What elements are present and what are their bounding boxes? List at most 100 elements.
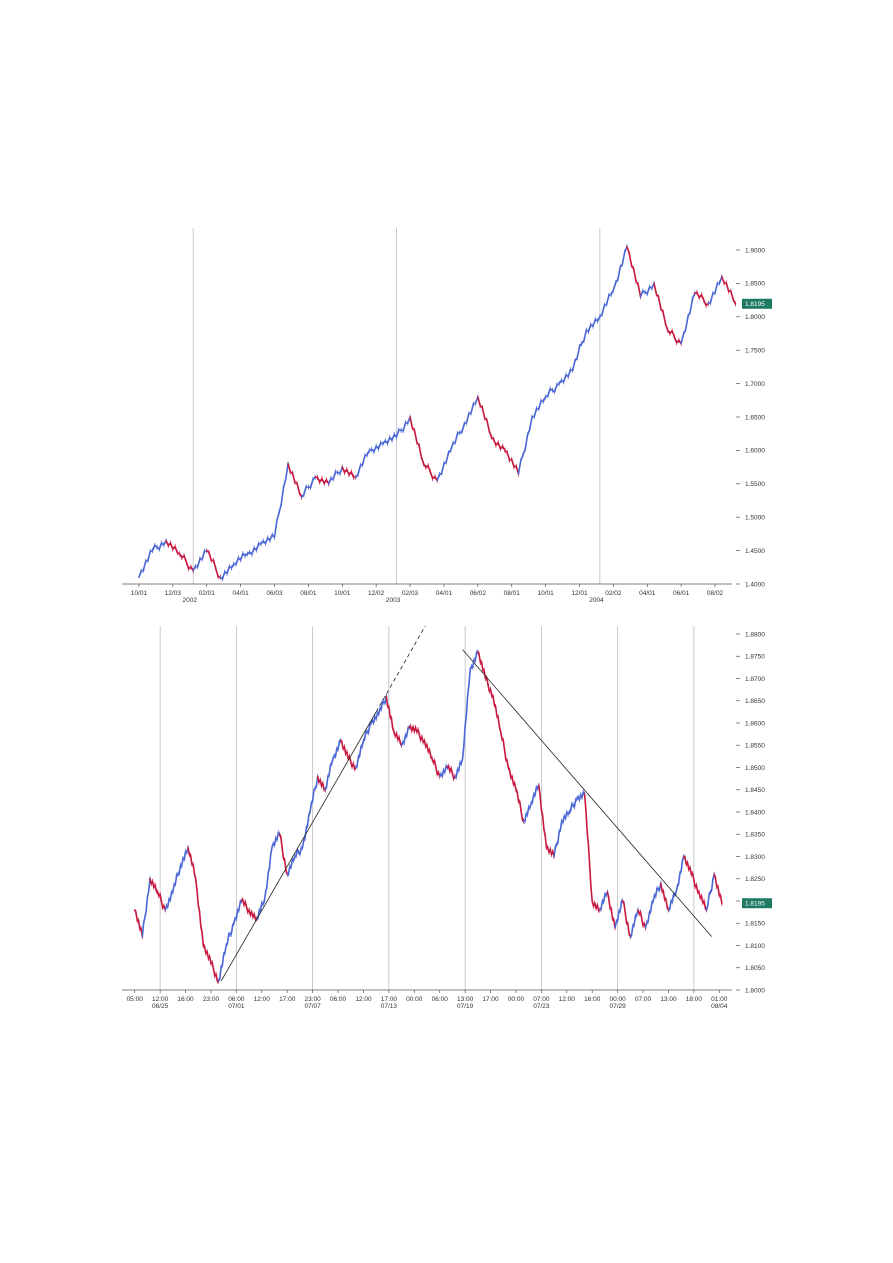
x-tick-label: 16:00 [177,996,194,1003]
x-tick-label: 01:00 [711,996,728,1003]
y-tick-label: 1.4000 [745,581,765,588]
x-tick-label: 06:00 [228,996,245,1003]
x-tick-label: 13:00 [457,996,474,1003]
y-tick-label: 1.4500 [745,548,765,555]
x-tick-label: 07:00 [533,996,550,1003]
y-tick-label: 1.8100 [745,943,765,950]
last-price-badge [742,898,772,909]
x-sublabel: 07/29 [609,1003,626,1010]
x-tick-label: 07:00 [635,996,652,1003]
x-tick-label: 17:00 [279,996,296,1003]
y-tick-label: 1.7000 [745,381,765,388]
y-tick-label: 1.8350 [745,832,765,839]
x-sublabel: 2003 [386,597,401,604]
x-sublabel: 07/01 [228,1003,245,1010]
x-tick-label: 08/01 [300,590,317,597]
x-sublabel: 07/13 [381,1003,398,1010]
y-tick-label: 1.8000 [745,987,765,994]
x-tick-label: 18:00 [686,996,703,1003]
price-segment [587,843,591,867]
x-tick-label: 06/02 [470,590,487,597]
x-tick-label: 12:00 [559,996,576,1003]
x-tick-label: 23:00 [304,996,321,1003]
x-tick-label: 00:00 [406,996,423,1003]
x-tick-label: 02/02 [605,590,622,597]
y-tick-label: 1.8750 [745,654,765,661]
x-sublabel: 2004 [589,597,604,604]
trendline [462,649,712,937]
x-tick-label: 08/02 [707,590,724,597]
x-tick-label: 08/01 [504,590,521,597]
x-tick-label: 12/03 [165,590,182,597]
x-tick-label: 06:00 [432,996,449,1003]
x-tick-label: 17:00 [482,996,499,1003]
x-tick-label: 12/01 [571,590,588,597]
y-tick-label: 1.8400 [745,809,765,816]
price-segment [583,793,587,811]
x-tick-label: 23:00 [203,996,220,1003]
x-sublabel: 06/25 [152,1003,169,1010]
x-tick-label: 04/01 [232,590,249,597]
x-tick-label: 06/03 [266,590,283,597]
x-tick-label: 12/02 [368,590,385,597]
trendline [220,711,377,982]
y-tick-label: 1.7500 [745,348,765,355]
y-tick-label: 1.8000 [745,314,765,321]
x-tick-label: 10/01 [537,590,554,597]
last-price-label: 1.8195 [745,901,765,908]
bottom-chart-panel: 1.80001.80501.81001.81501.82001.82501.83… [118,626,778,1014]
x-tick-label: 05:00 [127,996,144,1003]
y-tick-label: 1.6000 [745,448,765,455]
price-segment [463,725,466,747]
top-chart-panel: 1.4000 1.4500 1.5000 1.5500 1.6000 1.6500 1.70… [118,228,778,610]
price-segment [588,864,592,888]
y-tick-label: 1.8650 [745,698,765,705]
x-sublabel: 2002 [183,597,198,604]
y-tick-label: 1.6500 [745,414,765,421]
last-price-label: 1.8195 [745,301,765,308]
x-tick-label: 04/01 [639,590,656,597]
y-tick-label: 1.8300 [745,854,765,861]
x-sublabel: 08/04 [711,1003,728,1010]
y-tick-label: 1.5000 [745,515,765,522]
y-tick-label: 1.8600 [745,720,765,727]
price-series [138,244,737,582]
y-tick-label: 1.8250 [745,876,765,883]
y-tick-label: 1.8150 [745,921,765,928]
x-tick-label: 12:00 [355,996,372,1003]
x-sublabel: 07/19 [457,1003,474,1010]
x-tick-label: 00:00 [609,996,626,1003]
last-price-badge [742,298,772,309]
x-tick-label: 12:00 [254,996,271,1003]
y-tick-label: 1.9000 [745,247,765,254]
trendline-dashed [375,626,426,713]
x-tick-label: 10/01 [131,590,148,597]
top-price-chart: 1.4000 1.4500 1.5000 1.5500 1.6000 1.6500 1.70… [122,228,772,604]
price-segment [280,486,285,505]
y-tick-label: 1.8800 [745,631,765,638]
price-series [133,649,723,984]
price-segment [465,694,469,716]
y-tick-label: 1.8450 [745,787,765,794]
y-tick-label: 1.8050 [745,965,765,972]
x-tick-label: 06/01 [673,590,690,597]
y-tick-label: 1.8700 [745,676,765,683]
y-tick-label: 1.8500 [745,765,765,772]
price-segment [273,520,278,539]
x-tick-label: 02/03 [402,590,419,597]
x-sublabel: 07/07 [304,1003,321,1010]
bottom-price-chart: 1.80001.80501.81001.81501.82001.82501.83… [122,626,772,1010]
x-tick-label: 16:00 [584,996,601,1003]
x-tick-label: 04/01 [436,590,453,597]
y-tick-label: 1.5500 [745,481,765,488]
x-sublabel: 07/23 [533,1003,550,1010]
x-tick-label: 12:00 [152,996,169,1003]
x-tick-label: 02/01 [199,590,216,597]
x-tick-label: 00:00 [508,996,525,1003]
x-tick-label: 17:00 [381,996,398,1003]
y-tick-label: 1.8550 [745,743,765,750]
y-tick-label: 1.8500 [745,281,765,288]
x-tick-label: 13:00 [660,996,677,1003]
price-segment [585,808,588,832]
x-tick-label: 10/01 [334,590,351,597]
